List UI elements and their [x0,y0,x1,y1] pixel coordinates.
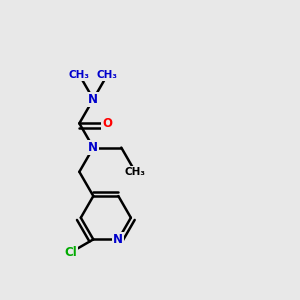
Text: CH₃: CH₃ [69,70,90,80]
Text: CH₃: CH₃ [125,167,146,177]
Text: CH₃: CH₃ [97,70,118,80]
Text: Cl: Cl [64,246,77,259]
Text: N: N [88,141,98,154]
Text: O: O [102,117,112,130]
Text: N: N [88,93,98,106]
Text: N: N [113,233,123,246]
